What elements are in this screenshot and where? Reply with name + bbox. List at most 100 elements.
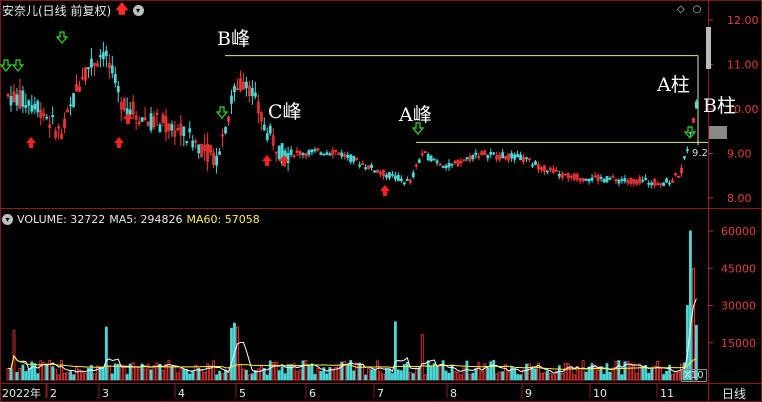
candle-body (66, 109, 69, 113)
volume-bar (674, 371, 677, 381)
volume-bar (325, 373, 329, 381)
volume-bar (227, 369, 230, 381)
volume-bar (292, 363, 296, 381)
candle-body (399, 178, 403, 181)
candle-body (81, 77, 84, 80)
volume-bar (230, 327, 233, 381)
candle-body (584, 178, 588, 181)
candle-body (39, 109, 43, 118)
period-button[interactable]: 日线 (722, 387, 747, 401)
volume-bar (644, 364, 648, 381)
volume-bar (96, 365, 99, 381)
candle-body (420, 153, 424, 156)
candle-body (492, 152, 496, 155)
volume-bar (462, 367, 466, 381)
candle-body (301, 153, 305, 155)
month-label: 10 (593, 387, 607, 400)
stock-title[interactable]: 安奈儿(日线 前复权) (2, 3, 112, 18)
candle-body (692, 117, 695, 123)
candle-body (322, 153, 326, 156)
volume-bar (18, 368, 22, 381)
volume-bar (641, 366, 645, 381)
candle-body (385, 174, 388, 178)
volume-bar (450, 364, 454, 381)
volume-menu-icon[interactable]: ▾ (2, 213, 13, 225)
candle-body (119, 102, 123, 110)
volume-bar (137, 368, 141, 381)
month-label: 5 (239, 387, 246, 400)
volume-bar (575, 365, 579, 381)
candle-body (42, 113, 46, 117)
volume-ma5-line (7, 298, 697, 374)
volume-bar (128, 363, 132, 381)
candle-body (626, 180, 630, 183)
volume-bar (534, 368, 537, 381)
candle-body (569, 175, 573, 178)
candle-body (304, 153, 308, 157)
candle-body (87, 67, 90, 70)
volume-bar (244, 369, 248, 381)
candle-body (581, 178, 585, 182)
candle-body (423, 151, 427, 154)
volume-bar (471, 372, 475, 381)
volume-bar (104, 326, 108, 381)
volume-bar (283, 373, 287, 381)
candle-body (352, 155, 356, 162)
volume-bar (48, 360, 52, 381)
volume-scale-badge[interactable]: X10 (681, 369, 707, 382)
volume-bar (78, 369, 81, 381)
volume-bar (537, 362, 540, 381)
candle-body (358, 164, 362, 167)
candle-body (596, 174, 600, 181)
candle-body (230, 95, 233, 104)
volume-bar (486, 367, 490, 381)
volume-bar (498, 371, 502, 381)
circle-icon[interactable]: ○ (692, 4, 702, 15)
volume-bar (540, 373, 543, 381)
candle-body (629, 178, 633, 185)
candle-body (367, 165, 370, 170)
candle-body (540, 166, 543, 171)
diamond-icon[interactable]: ◇ (677, 4, 685, 15)
candle-body (137, 121, 141, 125)
volume-bar (435, 366, 439, 381)
candle-body (516, 154, 519, 158)
candle-body (370, 164, 373, 168)
candle-body (513, 154, 516, 160)
volume-bar (617, 360, 621, 381)
ma60-value: MA60: 57058 (186, 212, 260, 226)
candle-body (334, 149, 338, 152)
candle-body (21, 90, 25, 107)
candle-body (534, 161, 537, 165)
volume-bar (63, 372, 67, 381)
candle-body (236, 88, 239, 91)
chevron-down-icon[interactable]: ▾ (132, 4, 144, 16)
volume-bar (149, 369, 153, 381)
volume-bar (167, 360, 171, 381)
candle-body (677, 175, 680, 178)
volume-bar (578, 370, 582, 381)
volume-bar (81, 372, 84, 381)
volume-bar (650, 368, 654, 381)
month-label: 7 (377, 387, 384, 400)
volume-bar (677, 371, 680, 381)
volume-bar (671, 373, 674, 381)
volume-bar (209, 365, 213, 381)
candle-body (444, 165, 448, 169)
candle-body (182, 126, 186, 137)
volume-bar (39, 360, 43, 381)
volume-bar (352, 370, 356, 381)
candle-body (164, 116, 168, 133)
volume-bar (271, 362, 275, 381)
volume-bar (215, 374, 219, 381)
volume-bar (629, 363, 633, 381)
volume-bar (179, 367, 183, 381)
volume-bar (647, 372, 651, 381)
candle-body (611, 176, 615, 179)
volume-tick-label: 30000 (721, 300, 756, 313)
volume-bar (355, 362, 359, 381)
candle-body (346, 154, 350, 158)
volume-bar (343, 361, 347, 381)
candle-body (256, 101, 260, 114)
